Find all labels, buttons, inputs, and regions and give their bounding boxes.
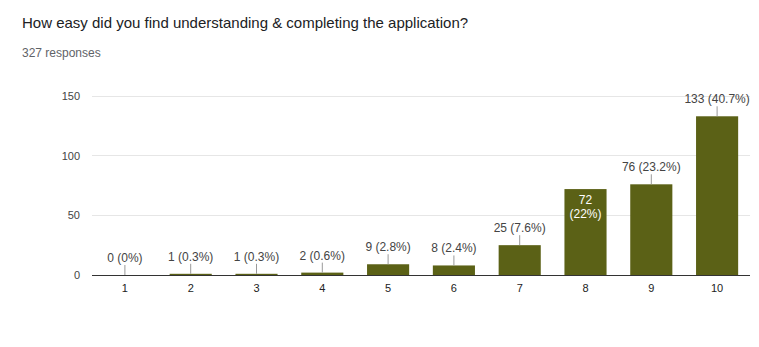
bar [564,189,606,275]
data-label: 1 (0.3%) [234,250,279,264]
data-label: 133 (40.7%) [684,92,749,106]
x-tick-label: 3 [253,282,259,294]
x-tick-label: 2 [188,282,194,294]
data-label-leader [124,265,125,275]
x-tick-label: 6 [451,282,457,294]
bar [235,274,277,275]
y-tick-label: 50 [68,209,80,221]
title: How easy did you find understanding & co… [22,14,468,31]
data-label: 9 (2.8%) [365,240,410,254]
bar [499,245,541,275]
data-label-line: (22%) [569,207,601,221]
x-tick-label: 1 [122,282,128,294]
data-label: 0 (0%) [107,251,142,265]
x-tick-label: 10 [711,282,723,294]
data-label: 76 (23.2%) [622,160,681,174]
data-label-leader [190,264,191,274]
subtitle: 327 responses [22,46,101,60]
data-label: 1 (0.3%) [168,250,213,264]
x-tick-label: 9 [648,282,654,294]
data-label-leader [256,264,257,274]
y-tick-label: 100 [62,150,80,162]
x-tick-label: 4 [319,282,325,294]
x-tick-label: 5 [385,282,391,294]
chart: 0 50 100 150 1 2 3 4 5 6 7 8 9 10 0 (0%) 1 (0.3%) 1 (0.3… [0,0,759,347]
bar [696,116,738,275]
data-label-leader [651,174,652,184]
data-label: 25 (7.6%) [494,221,546,235]
grid-line [92,155,750,156]
data-label: 72(22%) [569,193,601,221]
bar [630,184,672,275]
data-label-leader [717,106,718,116]
y-tick-label: 150 [62,90,80,102]
data-label-leader [388,254,389,264]
data-label: 2 (0.6%) [300,249,345,263]
y-tick-label: 0 [74,269,80,281]
bar [367,264,409,275]
data-label-leader [322,263,323,273]
data-label: 8 (2.4%) [431,241,476,255]
bar [301,273,343,275]
grid-line [92,96,750,97]
data-label-leader [453,255,454,265]
data-label-leader [519,235,520,245]
data-label-line: 72 [579,193,593,207]
x-tick-label: 7 [517,282,523,294]
bar [170,274,212,275]
x-tick-label: 8 [582,282,588,294]
bar [433,265,475,275]
